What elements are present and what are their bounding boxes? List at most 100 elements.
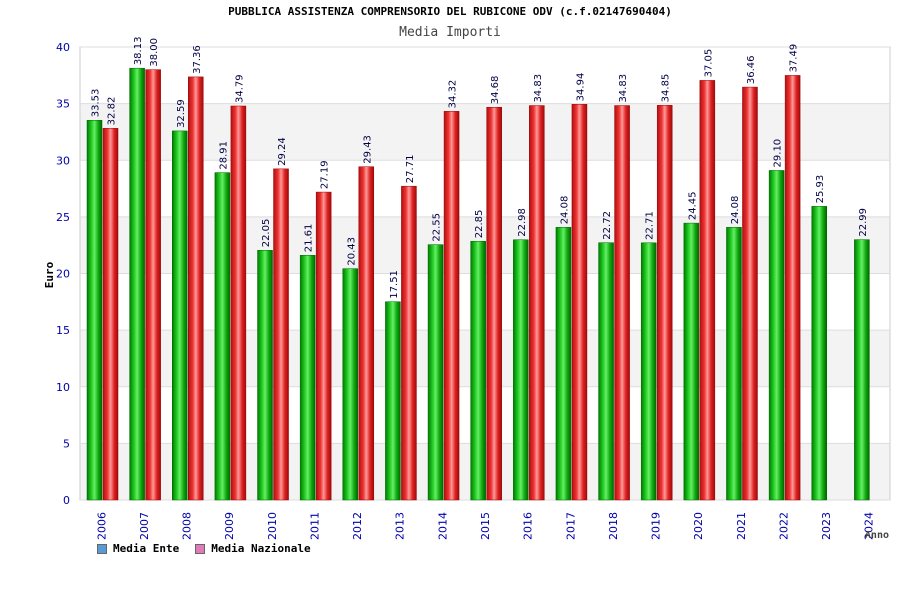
y-tick-label: 10 (56, 381, 70, 394)
bar-media-ente (598, 242, 614, 501)
chart-subtitle: Media Importi (399, 25, 501, 40)
bar-media-nazionale (315, 191, 332, 501)
bar-media-ente (172, 130, 188, 501)
y-tick-label: 20 (56, 268, 70, 281)
data-label: 22.71 (645, 211, 656, 240)
x-tick-label: 2019 (650, 512, 663, 540)
data-label: 24.08 (730, 196, 741, 225)
data-label: 34.79 (234, 74, 245, 103)
x-tick-label: 2008 (181, 512, 194, 540)
bar-media-ente (86, 120, 103, 501)
x-tick-label: 2024 (863, 512, 876, 540)
legend: Media Ente Media Nazionale (97, 542, 311, 555)
data-label: 34.83 (533, 74, 544, 103)
data-label: 22.98 (517, 208, 528, 237)
bar-media-nazionale (742, 86, 758, 501)
x-tick-label: 2023 (820, 512, 833, 540)
bar-media-ente (342, 268, 359, 501)
data-label: 22.72 (602, 211, 613, 240)
legend-item-nazionale: Media Nazionale (195, 542, 311, 555)
data-label: 34.94 (575, 73, 586, 102)
bar-media-nazionale (358, 166, 375, 501)
bar-media-ente (555, 227, 572, 501)
bar-media-ente (427, 244, 444, 501)
x-tick-label: 2013 (394, 512, 407, 540)
bar-media-ente (726, 227, 742, 501)
bar-media-nazionale (571, 104, 588, 501)
x-tick-label: 2009 (223, 512, 236, 540)
data-label: 27.19 (320, 160, 331, 189)
x-tick-label: 2010 (266, 512, 279, 540)
data-label: 34.32 (448, 80, 459, 109)
data-label: 29.24 (277, 137, 288, 166)
x-tick-label: 2007 (138, 512, 151, 540)
bar-media-nazionale (102, 128, 119, 501)
legend-item-ente: Media Ente (97, 542, 179, 555)
x-tick-label: 2018 (607, 512, 620, 540)
data-label: 37.36 (192, 45, 203, 74)
data-label: 38.00 (149, 38, 160, 67)
legend-label-ente: Media Ente (113, 542, 180, 555)
bar-media-nazionale (230, 105, 247, 501)
x-tick-label: 2014 (436, 512, 449, 540)
data-label: 17.51 (389, 270, 400, 299)
legend-label-nazionale: Media Nazionale (211, 542, 311, 555)
data-label: 27.71 (405, 155, 416, 184)
data-label: 22.05 (261, 219, 272, 248)
bar-media-ente (385, 301, 401, 501)
bar-media-ente (513, 239, 529, 501)
data-label: 28.91 (218, 141, 229, 170)
y-tick-label: 25 (56, 211, 70, 224)
data-label: 36.46 (746, 55, 757, 84)
bar-media-ente (214, 172, 231, 501)
y-tick-label: 0 (63, 494, 70, 507)
x-tick-label: 2021 (735, 512, 748, 540)
y-tick-label: 35 (56, 98, 70, 111)
data-label: 33.53 (91, 89, 102, 118)
bar-media-ente (640, 242, 657, 501)
bar-media-nazionale (188, 76, 204, 501)
data-label: 34.83 (618, 74, 629, 103)
data-label: 24.08 (559, 196, 570, 225)
x-tick-label: 2015 (479, 512, 492, 540)
data-label: 37.05 (703, 49, 714, 78)
bar-media-nazionale (273, 168, 289, 501)
bar-media-ente (854, 239, 870, 501)
bar-media-ente (470, 240, 486, 501)
data-label: 34.68 (490, 76, 501, 105)
bar-media-ente (257, 250, 273, 501)
bar-media-nazionale (656, 105, 673, 501)
bar-media-ente (129, 67, 145, 501)
bar-media-ente (683, 222, 700, 501)
data-label: 29.10 (773, 139, 784, 168)
data-label: 20.43 (346, 237, 357, 266)
data-label: 22.55 (432, 213, 443, 242)
bar-media-ente (299, 255, 316, 501)
data-label: 21.61 (304, 224, 315, 253)
x-tick-label: 2006 (95, 512, 108, 540)
data-label: 34.85 (661, 74, 672, 103)
bar-media-nazionale (401, 185, 417, 501)
x-tick-label: 2012 (351, 512, 364, 540)
bar-media-nazionale (529, 105, 545, 501)
bar-media-nazionale (614, 105, 630, 501)
x-tick-label: 2022 (777, 512, 790, 540)
y-tick-label: 15 (56, 324, 70, 337)
bar-media-nazionale (486, 106, 502, 501)
x-tick-label: 2017 (564, 512, 577, 540)
bar-media-nazionale (443, 111, 460, 501)
x-axis-label: Anno (865, 530, 889, 541)
bar-media-nazionale (145, 69, 161, 501)
data-label: 22.85 (474, 210, 485, 239)
x-tick-label: 2016 (522, 512, 535, 540)
data-label: 32.82 (107, 97, 118, 126)
bar-media-ente (768, 170, 785, 501)
y-tick-label: 40 (56, 41, 70, 54)
data-label: 24.45 (687, 191, 698, 220)
chart-title: PUBBLICA ASSISTENZA COMPRENSORIO DEL RUB… (228, 5, 672, 18)
legend-swatch-ente (97, 543, 107, 554)
data-label: 32.59 (176, 99, 187, 128)
x-tick-label: 2020 (692, 512, 705, 540)
data-label: 29.43 (362, 135, 373, 164)
data-label: 22.99 (858, 208, 869, 237)
